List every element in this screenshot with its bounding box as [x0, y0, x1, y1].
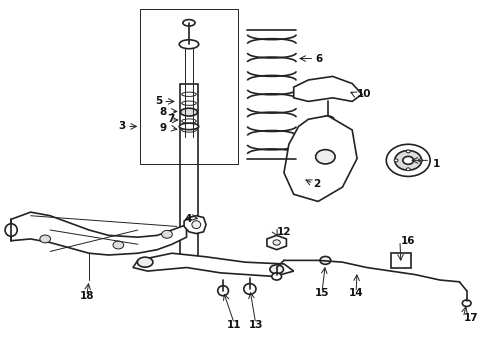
- Ellipse shape: [270, 265, 284, 274]
- Ellipse shape: [179, 40, 199, 49]
- Ellipse shape: [113, 241, 123, 249]
- Ellipse shape: [182, 92, 196, 96]
- Text: 5: 5: [155, 96, 162, 107]
- Ellipse shape: [386, 144, 430, 176]
- Bar: [180, 84, 198, 262]
- Text: 9: 9: [160, 123, 167, 133]
- Ellipse shape: [406, 150, 410, 153]
- Ellipse shape: [406, 168, 410, 171]
- Ellipse shape: [182, 101, 196, 105]
- Text: 7: 7: [167, 114, 174, 124]
- Ellipse shape: [183, 19, 195, 26]
- Ellipse shape: [218, 286, 228, 296]
- Polygon shape: [267, 235, 287, 249]
- Text: 2: 2: [313, 179, 320, 189]
- Text: 15: 15: [315, 288, 329, 297]
- Ellipse shape: [182, 119, 196, 123]
- Ellipse shape: [244, 284, 256, 294]
- Text: 16: 16: [401, 236, 416, 246]
- Text: 3: 3: [119, 121, 125, 131]
- Text: 10: 10: [357, 89, 371, 99]
- Text: 1: 1: [433, 159, 440, 169]
- Polygon shape: [284, 116, 357, 202]
- Text: 12: 12: [277, 227, 291, 237]
- Text: 4: 4: [184, 214, 192, 224]
- Text: 17: 17: [464, 312, 479, 323]
- Ellipse shape: [322, 116, 334, 122]
- Polygon shape: [133, 253, 294, 276]
- Ellipse shape: [320, 256, 331, 264]
- Ellipse shape: [272, 273, 282, 280]
- Ellipse shape: [179, 123, 199, 130]
- Polygon shape: [11, 212, 187, 255]
- Ellipse shape: [182, 128, 196, 132]
- Polygon shape: [294, 76, 362, 102]
- Text: 6: 6: [316, 54, 323, 64]
- Ellipse shape: [180, 108, 197, 116]
- Bar: [140, 9, 238, 164]
- Ellipse shape: [395, 150, 421, 170]
- Ellipse shape: [40, 235, 50, 243]
- Text: 11: 11: [227, 320, 242, 330]
- Ellipse shape: [394, 159, 398, 162]
- Ellipse shape: [137, 257, 153, 267]
- Ellipse shape: [273, 240, 280, 245]
- Text: 8: 8: [160, 107, 167, 117]
- Ellipse shape: [462, 300, 471, 306]
- Ellipse shape: [162, 230, 172, 238]
- Bar: [391, 253, 411, 267]
- Ellipse shape: [418, 159, 422, 162]
- Polygon shape: [184, 216, 206, 234]
- Text: 18: 18: [79, 291, 94, 301]
- Ellipse shape: [192, 221, 201, 229]
- Text: 13: 13: [248, 320, 263, 330]
- Ellipse shape: [182, 110, 196, 114]
- Ellipse shape: [316, 150, 335, 164]
- Text: 14: 14: [349, 288, 364, 297]
- Ellipse shape: [5, 224, 17, 236]
- Ellipse shape: [403, 157, 414, 164]
